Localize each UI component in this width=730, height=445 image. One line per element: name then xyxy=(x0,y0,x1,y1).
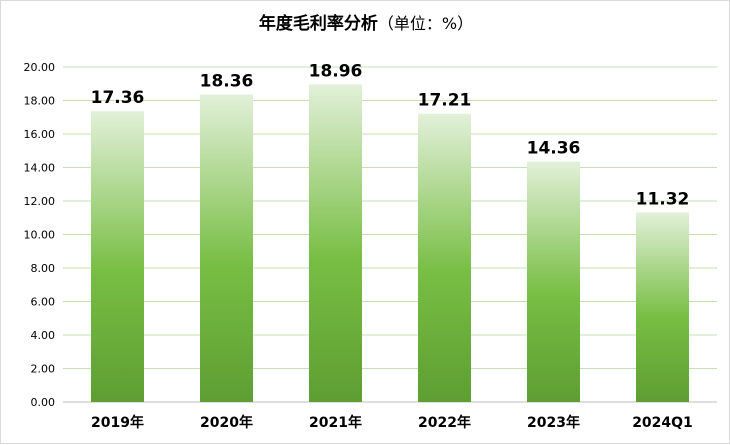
bar-1 xyxy=(91,111,144,402)
y-tick-label: 4.00 xyxy=(31,329,56,342)
gridlines xyxy=(63,66,717,403)
x-category-label: 2022年 xyxy=(418,414,471,431)
y-tick-label: 10.00 xyxy=(24,229,56,242)
data-labels: 17.36 18.36 18.96 17.21 14.36 11.32 xyxy=(91,61,690,209)
y-tick-label: 20.00 xyxy=(24,61,56,74)
x-category-label: 2024Q1 xyxy=(632,415,693,431)
y-tick-label: 0.00 xyxy=(31,396,56,409)
chart-title: 年度毛利率分析（单位：%） xyxy=(259,13,473,34)
y-axis-ticks: 0.00 2.00 4.00 6.00 8.00 10.00 12.00 14.00 16.00… xyxy=(24,61,56,409)
y-tick-label: 14.00 xyxy=(24,162,56,175)
bar-3 xyxy=(309,84,362,403)
data-label-4: 17.21 xyxy=(418,91,472,111)
y-tick-label: 18.00 xyxy=(24,95,56,108)
y-tick-label: 16.00 xyxy=(24,128,56,141)
y-tick-label: 6.00 xyxy=(31,296,56,309)
bars xyxy=(91,84,689,403)
chart-title-main: 年度毛利率分析 xyxy=(259,13,378,34)
x-category-label: 2021年 xyxy=(309,414,362,431)
x-category-label: 2023年 xyxy=(527,414,580,431)
bar-5 xyxy=(527,161,580,402)
x-category-label: 2020年 xyxy=(200,414,253,431)
bar-6 xyxy=(636,212,689,402)
data-label-1: 17.36 xyxy=(91,88,145,108)
x-category-label: 2019年 xyxy=(91,414,144,431)
data-label-2: 18.36 xyxy=(200,71,254,91)
data-label-3: 18.96 xyxy=(309,61,363,81)
y-tick-label: 8.00 xyxy=(31,262,56,275)
data-label-5: 14.36 xyxy=(527,138,581,158)
data-label-6: 11.32 xyxy=(636,189,690,209)
x-axis-categories: 2019年 2020年 2021年 2022年 2023年 2024Q1 xyxy=(91,414,693,431)
y-tick-label: 2.00 xyxy=(31,363,56,376)
y-tick-label: 12.00 xyxy=(24,195,56,208)
chart-title-unit: （单位：%） xyxy=(378,14,473,33)
bar-2 xyxy=(200,94,253,402)
bar-4 xyxy=(418,113,471,403)
